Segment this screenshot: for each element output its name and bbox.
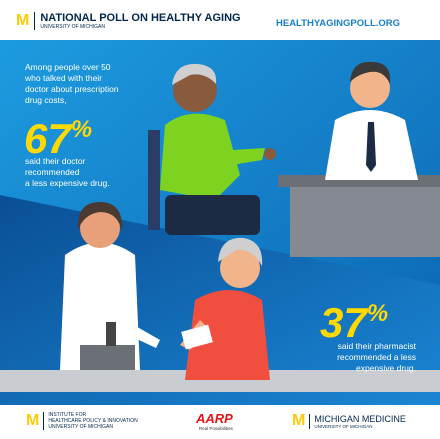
ihpi-text: INSTITUTE FOR HEALTHCARE POLICY & INNOVAT…: [43, 412, 138, 430]
stat-unit: %: [366, 300, 389, 327]
ihpi-logo: M INSTITUTE FOR HEALTHCARE POLICY & INNOV…: [26, 412, 138, 430]
doctor-stat: 67%: [24, 108, 92, 161]
aarp-logo: AARP Real Possibilities: [196, 411, 233, 431]
aarp: AARP: [196, 411, 233, 426]
header-subtitle: UNIVERSITY OF MICHIGAN: [40, 24, 105, 30]
website: HEALTHYAGINGPOLL.ORG: [276, 18, 401, 29]
text-line: Among people over 50: [25, 62, 111, 72]
medicine-logo: M MICHIGAN MEDICINE UNIVERSITY OF MICHIG…: [292, 412, 406, 430]
text-line: a less expensive drug.: [25, 178, 110, 188]
doctor-text: said their doctor recommended a less expen…: [25, 156, 110, 189]
text-line: recommended a less: [337, 352, 416, 362]
pharmacist-stat: 37%: [320, 292, 388, 345]
text-line: HEALTHCARE POLICY & INNOVATION: [48, 418, 138, 424]
text-line: drug costs,: [25, 95, 67, 105]
header-logo: M NATIONAL POLL ON HEALTHY AGING UNIVERS…: [16, 12, 241, 30]
doctor-intro: Among people over 50 who talked with thei…: [25, 62, 119, 106]
text-line: INSTITUTE FOR: [48, 412, 87, 418]
text-line: who talked with their: [25, 73, 103, 83]
text-line: UNIVERSITY OF MICHIGAN: [48, 424, 113, 430]
stat-number: 67: [24, 115, 71, 162]
m-logo: M: [16, 12, 30, 29]
m-logo: M: [292, 412, 306, 429]
text-line: said their pharmacist: [337, 341, 416, 351]
stat-number: 37: [320, 299, 367, 346]
m-logo: M: [26, 412, 40, 429]
header-title: NATIONAL POLL ON HEALTHY AGING: [40, 12, 241, 24]
stat-unit: %: [70, 116, 93, 143]
text-line: recommended: [25, 167, 80, 177]
text-line: expensive drug.: [355, 363, 416, 373]
pharmacist-text: said their pharmacist recommended a less e…: [337, 341, 416, 374]
medicine-sub: UNIVERSITY OF MICHIGAN: [314, 423, 373, 429]
text-line: said their doctor: [25, 156, 86, 166]
text-line: doctor about prescription: [25, 84, 119, 94]
aarp-tagline: Real Possibilities: [198, 426, 233, 431]
medicine: MICHIGAN MEDICINE: [314, 413, 406, 424]
